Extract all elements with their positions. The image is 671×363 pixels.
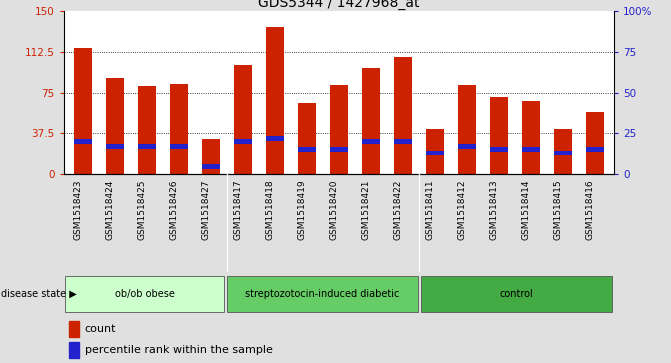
Text: GSM1518422: GSM1518422	[394, 179, 403, 240]
Text: GSM1518420: GSM1518420	[330, 179, 339, 240]
Text: GSM1518412: GSM1518412	[458, 179, 467, 240]
Text: GSM1518423: GSM1518423	[74, 179, 83, 240]
Text: control: control	[500, 289, 533, 299]
Text: count: count	[85, 324, 116, 334]
Bar	[234, 139, 252, 144]
Bar	[138, 86, 156, 174]
Bar	[74, 139, 92, 144]
Bar	[394, 57, 411, 174]
FancyBboxPatch shape	[227, 276, 418, 312]
Text: GSM1518416: GSM1518416	[586, 179, 595, 240]
Text: GSM1518414: GSM1518414	[522, 179, 531, 240]
Text: ob/ob obese: ob/ob obese	[115, 289, 174, 299]
Text: GSM1518426: GSM1518426	[170, 179, 179, 240]
Bar	[202, 164, 219, 168]
FancyBboxPatch shape	[65, 276, 224, 312]
Bar	[330, 147, 348, 152]
Bar	[490, 147, 507, 152]
Text: streptozotocin-induced diabetic: streptozotocin-induced diabetic	[246, 289, 400, 299]
Text: GSM1518415: GSM1518415	[554, 179, 563, 240]
Bar	[330, 85, 348, 174]
Bar	[69, 321, 79, 337]
Bar	[170, 144, 188, 149]
Bar	[106, 78, 123, 174]
Bar	[74, 48, 92, 174]
Text: GSM1518421: GSM1518421	[362, 179, 371, 240]
Bar	[394, 139, 411, 144]
Bar	[202, 139, 219, 174]
Bar	[234, 65, 252, 174]
Bar	[170, 84, 188, 174]
Bar	[586, 147, 604, 152]
Bar	[69, 342, 79, 358]
Text: GSM1518413: GSM1518413	[490, 179, 499, 240]
Title: GDS5344 / 1427968_at: GDS5344 / 1427968_at	[258, 0, 419, 10]
Text: GSM1518425: GSM1518425	[138, 179, 147, 240]
Text: GSM1518411: GSM1518411	[426, 179, 435, 240]
Text: GSM1518419: GSM1518419	[298, 179, 307, 240]
Bar	[266, 27, 284, 174]
Bar	[554, 129, 572, 174]
Bar	[522, 147, 539, 152]
Text: GSM1518424: GSM1518424	[106, 179, 115, 240]
Bar	[266, 136, 284, 141]
Bar	[362, 139, 380, 144]
Bar	[490, 97, 507, 174]
Bar	[522, 101, 539, 174]
Text: disease state ▶: disease state ▶	[1, 289, 76, 299]
Text: GSM1518427: GSM1518427	[202, 179, 211, 240]
Bar	[554, 151, 572, 155]
Bar	[458, 85, 476, 174]
Bar	[586, 112, 604, 174]
Bar	[426, 129, 444, 174]
Text: GSM1518417: GSM1518417	[234, 179, 243, 240]
Bar	[426, 151, 444, 155]
Text: percentile rank within the sample: percentile rank within the sample	[85, 345, 272, 355]
FancyBboxPatch shape	[421, 276, 613, 312]
Text: GSM1518418: GSM1518418	[266, 179, 275, 240]
Bar	[298, 103, 315, 174]
Bar	[138, 144, 156, 149]
Bar	[362, 68, 380, 174]
Bar	[298, 147, 315, 152]
Bar	[106, 144, 123, 149]
Bar	[458, 144, 476, 149]
